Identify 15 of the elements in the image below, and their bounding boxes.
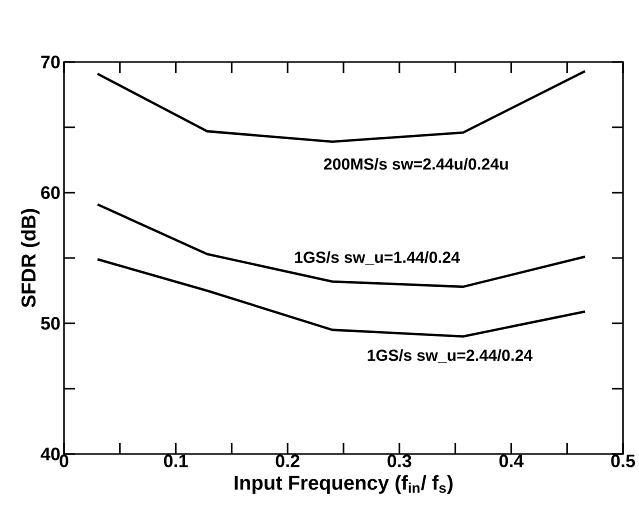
- series-label: 200MS/s sw=2.44u/0.24u: [324, 158, 508, 170]
- y-tick-label: 40: [40, 448, 60, 460]
- y-tick-label: 60: [41, 186, 60, 200]
- x-tick-label: 0.5: [611, 454, 636, 468]
- x-tick-label: 0.3: [388, 454, 412, 468]
- series-label: 1GS/s sw_u=2.44/0.24: [368, 349, 533, 363]
- x-tick-label: 0.2: [276, 454, 300, 468]
- x-tick-label: 0.4: [499, 454, 524, 468]
- x-tick-label: 0.1: [164, 454, 188, 468]
- y-axis-title: SFDR (dB): [20, 209, 40, 308]
- x-axis-title: Input Frequency (f$_{in}$/ f$_{s}$): [234, 475, 453, 494]
- y-tick-label: 70: [41, 56, 60, 68]
- x-tick-label: 0: [60, 454, 68, 468]
- series-label: 1GS/s sw_u=1.44/0.24: [295, 251, 460, 265]
- y-tick-label: 50: [40, 316, 60, 330]
